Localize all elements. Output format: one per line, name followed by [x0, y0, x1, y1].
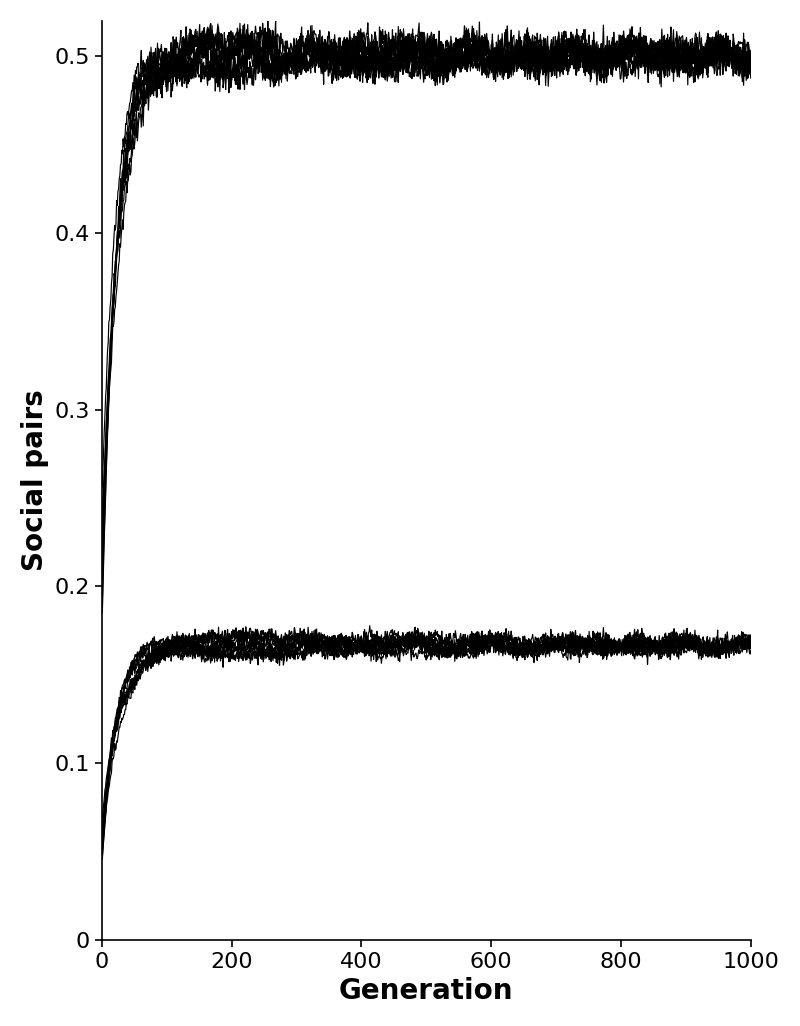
X-axis label: Generation: Generation	[339, 977, 514, 1005]
Y-axis label: Social pairs: Social pairs	[21, 390, 49, 571]
